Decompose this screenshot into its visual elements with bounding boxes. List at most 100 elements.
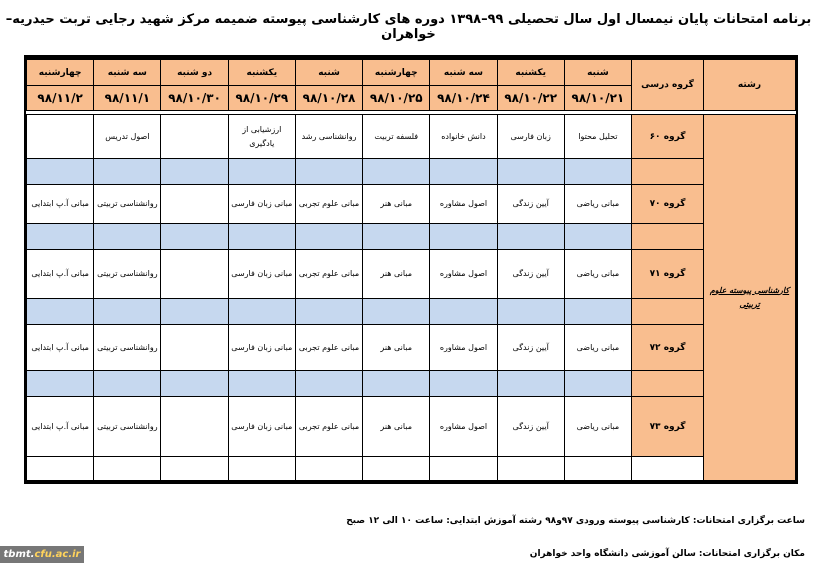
spacer-row xyxy=(25,158,796,185)
header-date: ۹۸/۱۰/۲۵ xyxy=(362,85,431,111)
empty-cell xyxy=(227,158,296,185)
empty-cell xyxy=(362,370,431,397)
group-label: گروه ۷۱ xyxy=(631,249,704,299)
table-row: گروه ۷۲ مبانی ریاضی آیین زندگی اصول مشاوره م… xyxy=(25,324,796,371)
course-cell: روانشناسی تربیتی xyxy=(93,184,162,224)
empty-cell xyxy=(496,158,565,185)
spacer-row xyxy=(25,223,796,250)
empty-cell xyxy=(362,456,431,481)
course-cell: مبانی علوم تجربی xyxy=(294,184,364,224)
empty-cell xyxy=(362,158,431,185)
empty-cell xyxy=(25,370,95,397)
empty-cell xyxy=(362,223,431,250)
course-cell: اصول مشاوره xyxy=(429,396,498,457)
course-cell: مبانی آ.پ ابتدایی xyxy=(25,184,95,224)
course-cell: اصول تدریس xyxy=(93,114,162,159)
exam-schedule-table: رشته گروه درسی شنبه یکشنبه سه شنبه چهارشنبه شن… xyxy=(24,55,798,484)
empty-cell xyxy=(294,456,364,481)
course-cell: آیین زندگی xyxy=(496,396,565,457)
course-cell: مبانی هنر xyxy=(362,249,431,299)
header-date: ۹۸/۱۰/۳۰ xyxy=(160,85,229,111)
course-cell: آیین زندگی xyxy=(496,324,565,371)
course-cell: تحلیل محتوا xyxy=(563,114,633,159)
empty-cell xyxy=(496,370,565,397)
empty-cell xyxy=(496,223,565,250)
empty-cell xyxy=(362,298,431,325)
group-spacer xyxy=(631,223,704,250)
table-row: گروه ۷۳ مبانی ریاضی آیین زندگی اصول مشاوره م… xyxy=(25,396,796,457)
course-cell: آیین زندگی xyxy=(496,184,565,224)
empty-cell xyxy=(227,223,296,250)
group-spacer xyxy=(631,298,704,325)
course-cell: روانشناسی تربیتی xyxy=(93,324,162,371)
table-row: گروه ۷۰ مبانی ریاضی آیین زندگی اصول مشاوره م… xyxy=(25,184,796,224)
empty-cell xyxy=(25,223,95,250)
course-cell: روانشناسی رشد xyxy=(294,114,364,159)
header-day: دو شنبه xyxy=(160,59,229,86)
exam-place-note: مکان برگزاری امتحانات: سالن آموزشی دانشگ… xyxy=(529,549,805,559)
empty-cell xyxy=(93,370,162,397)
empty-cell xyxy=(93,223,162,250)
empty-cell xyxy=(160,298,229,325)
course-cell: مبانی ریاضی xyxy=(563,324,633,371)
empty-cell xyxy=(563,158,633,185)
empty-cell xyxy=(496,298,565,325)
course-cell: مبانی علوم تجربی xyxy=(294,249,364,299)
course-cell: اصول مشاوره xyxy=(429,249,498,299)
group-spacer xyxy=(631,158,704,185)
header-date: ۹۸/۱۰/۲۲ xyxy=(496,85,565,111)
course-cell: زبان فارسی xyxy=(496,114,565,159)
empty-cell xyxy=(429,370,498,397)
header-day: سه شنبه xyxy=(429,59,498,86)
course-cell: مبانی زبان فارسی xyxy=(227,249,296,299)
course-cell: اصول مشاوره xyxy=(429,184,498,224)
empty-cell xyxy=(429,223,498,250)
course-cell: فلسفه تربیت xyxy=(362,114,431,159)
course-cell xyxy=(25,114,95,159)
empty-cell xyxy=(227,298,296,325)
spacer-row xyxy=(25,456,796,481)
empty-cell xyxy=(563,223,633,250)
empty-cell xyxy=(496,456,565,481)
empty-cell xyxy=(160,158,229,185)
empty-cell xyxy=(227,456,296,481)
empty-cell xyxy=(563,370,633,397)
empty-cell xyxy=(93,158,162,185)
header-day: سه شنبه xyxy=(93,59,162,86)
header-day: یکشنبه xyxy=(496,59,565,86)
course-cell: مبانی زبان فارسی xyxy=(227,396,296,457)
course-cell: مبانی هنر xyxy=(362,396,431,457)
header-date: ۹۸/۱۰/۲۹ xyxy=(227,85,296,111)
course-cell xyxy=(160,396,229,457)
course-cell: ارزشیابی از یادگیری xyxy=(227,114,296,159)
empty-cell xyxy=(93,298,162,325)
empty-cell xyxy=(294,298,364,325)
table-row: گروه ۷۱ مبانی ریاضی آیین زندگی اصول مشاوره م… xyxy=(25,249,796,299)
course-cell: مبانی ریاضی xyxy=(563,249,633,299)
header-day: چهارشنبه xyxy=(362,59,431,86)
course-cell xyxy=(160,324,229,371)
empty-cell xyxy=(93,456,162,481)
course-cell: روانشناسی تربیتی xyxy=(93,396,162,457)
course-cell: آیین زندگی xyxy=(496,249,565,299)
empty-cell xyxy=(429,158,498,185)
table-row: کارشناسی پیوسته علوم تربیتی گروه ۶۰ تحلیل … xyxy=(25,114,796,481)
course-cell: مبانی هنر xyxy=(362,324,431,371)
empty-cell xyxy=(294,158,364,185)
course-cell: مبانی علوم تجربی xyxy=(294,396,364,457)
course-cell: دانش خانواده xyxy=(429,114,498,159)
empty-cell xyxy=(429,298,498,325)
empty-cell xyxy=(227,370,296,397)
empty-cell xyxy=(25,298,95,325)
group-spacer xyxy=(631,456,704,481)
header-date: ۹۸/۱۰/۲۸ xyxy=(294,85,364,111)
header-date: ۹۸/۱۱/۱ xyxy=(93,85,162,111)
header-day: شنبه xyxy=(294,59,364,86)
header-day: شنبه xyxy=(563,59,633,86)
course-cell xyxy=(160,184,229,224)
page-title: برنامه امتحانات پایان نیمسال اول سال تحص… xyxy=(5,12,812,42)
header-group: گروه درسی xyxy=(631,59,704,111)
header-date: ۹۸/۱۰/۲۴ xyxy=(429,85,498,111)
course-cell: مبانی علوم تجربی xyxy=(294,324,364,371)
course-cell: مبانی هنر xyxy=(362,184,431,224)
